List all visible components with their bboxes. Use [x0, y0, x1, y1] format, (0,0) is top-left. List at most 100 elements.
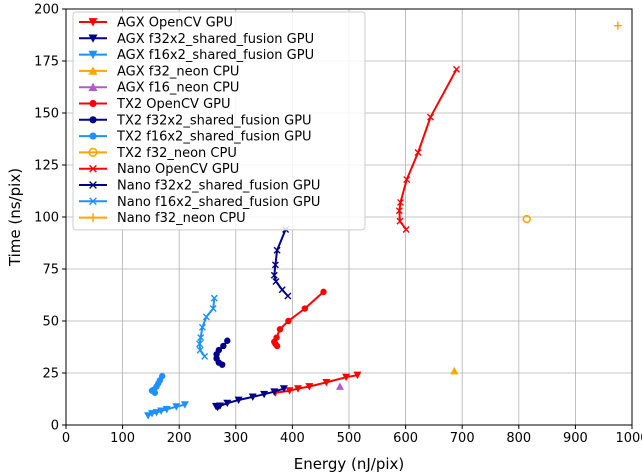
legend-item: TX2 f32x2_shared_fusion GPU: [79, 113, 312, 128]
series-line: [398, 68, 458, 231]
series-line: [273, 291, 325, 347]
data-point: [215, 402, 224, 410]
series-6: [213, 337, 231, 368]
data-point: [342, 373, 351, 382]
data-point: [335, 382, 344, 390]
data-point: [450, 366, 459, 375]
data-point: [272, 277, 280, 285]
y-tick-label: 200: [34, 3, 59, 18]
data-point: [402, 225, 410, 233]
legend-item: Nano f32_neon CPU: [79, 211, 246, 226]
data-point: [522, 214, 531, 224]
data-point: [279, 385, 288, 393]
data-point: [270, 388, 279, 396]
data-point: [397, 198, 405, 206]
data-point: [159, 372, 166, 380]
legend-marker: [89, 132, 97, 140]
x-tick-label: 900: [563, 431, 588, 446]
data-point: [322, 378, 331, 387]
series-0: [271, 371, 362, 397]
x-tick-label: 400: [280, 431, 305, 446]
legend-label: TX2 f32x2_shared_fusion GPU: [116, 113, 312, 128]
data-point: [196, 340, 204, 348]
legend-marker: [88, 18, 98, 27]
data-point: [396, 217, 404, 225]
data-point: [196, 346, 204, 354]
x-axis-label: Energy (nJ/pix): [294, 455, 405, 473]
legend-marker: [89, 197, 97, 206]
legend-item: AGX f32_neon CPU: [79, 64, 239, 79]
legend-box: [72, 11, 366, 231]
data-point: [162, 406, 171, 414]
legend-label: AGX f32_neon CPU: [117, 64, 239, 79]
data-point: [278, 286, 286, 294]
legend-item: Nano f16x2_shared_fusion GPU: [79, 195, 320, 210]
data-point: [276, 326, 284, 333]
y-tick-label: 50: [42, 315, 59, 330]
x-tick-label: 0: [62, 431, 70, 446]
data-point: [453, 65, 461, 73]
data-point: [157, 407, 166, 415]
legend-label: Nano OpenCV GPU: [117, 162, 239, 177]
data-point: [197, 334, 205, 342]
data-point: [273, 334, 280, 341]
legend-marker: [88, 50, 98, 60]
series-2: [144, 401, 189, 420]
legend-label: Nano f16x2_shared_fusion GPU: [117, 195, 320, 210]
legend-label: AGX f16x2_shared_fusion GPU: [117, 48, 314, 63]
series-3: [450, 366, 459, 375]
legend-label: AGX OpenCV GPU: [117, 16, 233, 31]
legend-marker: [89, 164, 97, 173]
series-11: [196, 294, 218, 360]
series-line: [273, 229, 289, 297]
x-tick-label: 300: [223, 431, 248, 446]
x-tick-label: 500: [337, 431, 362, 446]
data-point: [198, 323, 206, 331]
data-point: [301, 305, 309, 312]
y-axis-label: Time (ns/pix): [6, 168, 24, 267]
legend-marker: [88, 66, 98, 75]
legend-label: AGX f16_neon CPU: [117, 81, 239, 96]
y-tick-label: 75: [42, 263, 59, 278]
legend-item: AGX OpenCV GPU: [79, 16, 233, 31]
data-point: [395, 207, 403, 215]
legend-label: AGX f32x2_shared_fusion GPU: [117, 32, 314, 47]
series-5: [271, 288, 327, 350]
legend-item: Nano f32x2_shared_fusion GPU: [79, 179, 320, 194]
legend-item: Nano OpenCV GPU: [79, 162, 239, 177]
data-point: [270, 271, 278, 279]
data-point: [285, 317, 292, 325]
data-point: [353, 371, 362, 380]
series-9: [395, 65, 461, 233]
data-point: [271, 261, 279, 269]
data-point: [148, 410, 157, 418]
data-point: [144, 412, 153, 420]
series-8: [522, 214, 531, 224]
series-10: [270, 225, 292, 300]
legend-item: AGX f16x2_shared_fusion GPU: [79, 48, 314, 63]
legend-label: Nano f32_neon CPU: [117, 211, 246, 226]
legend-marker: [88, 213, 98, 223]
data-point: [180, 401, 189, 409]
legend-item: AGX f16_neon CPU: [79, 81, 239, 96]
y-tick-label: 150: [34, 107, 59, 122]
data-point: [285, 387, 294, 395]
y-tick-label: 0: [51, 419, 59, 434]
legend-label: Nano f32x2_shared_fusion GPU: [117, 179, 320, 194]
data-point: [220, 342, 227, 350]
data-point: [613, 21, 622, 30]
legend-label: TX2 f16x2_shared_fusion GPU: [116, 130, 312, 145]
legend-label: TX2 f32_neon CPU: [116, 146, 237, 161]
data-point: [234, 396, 243, 405]
data-point: [224, 337, 231, 344]
series-12: [613, 21, 622, 30]
data-point: [305, 383, 314, 391]
data-point: [152, 409, 161, 417]
y-tick-label: 125: [34, 159, 59, 174]
legend-marker: [88, 82, 98, 92]
legend-marker: [89, 181, 97, 189]
